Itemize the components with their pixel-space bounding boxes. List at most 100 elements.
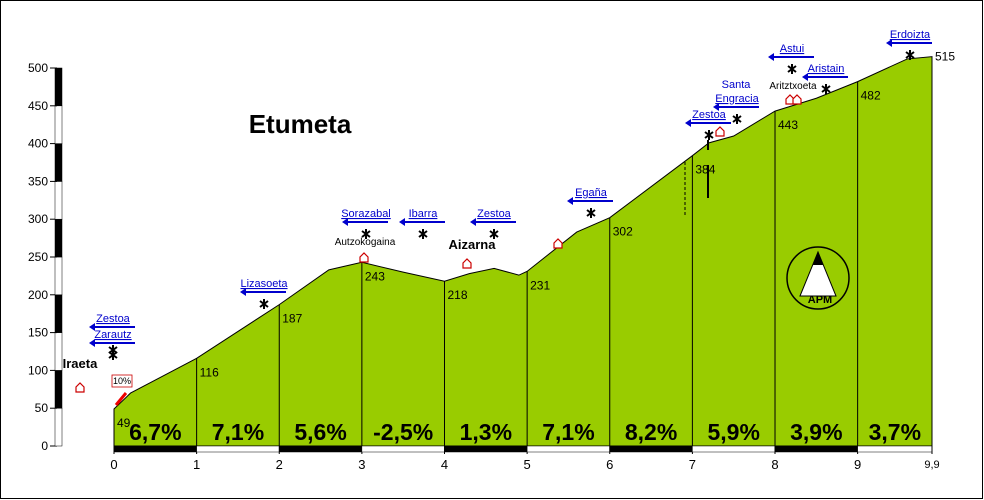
x-axis-band xyxy=(113,445,197,453)
max-gradient-mark xyxy=(114,392,128,406)
x-axis-band xyxy=(526,445,611,453)
y-axis-band xyxy=(54,256,63,296)
segment-gradient: 5,6% xyxy=(294,419,346,445)
junction-star xyxy=(732,115,742,123)
value-label: 218 xyxy=(448,288,468,302)
x-tick-label: 1 xyxy=(193,457,200,472)
x-tick-label: 9 xyxy=(854,457,861,472)
y-tick-label: 400 xyxy=(28,137,48,151)
gradient-box xyxy=(111,374,133,388)
x-axis-band xyxy=(279,445,363,453)
sign-arrowhead xyxy=(567,197,573,205)
sign-arrowhead xyxy=(802,73,808,81)
segment-gradient: 1,3% xyxy=(460,419,512,445)
junction-star xyxy=(489,230,499,238)
sign-arrowhead xyxy=(399,218,405,226)
segment-gradient: 3,7% xyxy=(869,419,921,445)
y-tick-label: 300 xyxy=(28,212,48,226)
place-sign: Aristain xyxy=(808,63,845,75)
place-sign: Sorazabal xyxy=(341,208,391,220)
junction-star xyxy=(821,85,831,93)
y-axis-band xyxy=(54,181,63,220)
x-axis-band xyxy=(857,445,933,453)
junction-star xyxy=(787,65,797,73)
y-axis-band xyxy=(54,143,63,182)
x-tick-label: 8 xyxy=(771,457,778,472)
segment-gradient: 6,7% xyxy=(129,419,181,445)
x-axis-band xyxy=(361,445,445,453)
place-sign: Astui xyxy=(780,43,804,55)
logo-mountain xyxy=(799,250,837,297)
y-tick-label: 350 xyxy=(28,174,48,188)
value-label: 443 xyxy=(778,118,798,132)
segment-gradient: 5,9% xyxy=(707,419,759,445)
segment-gradient: -2,5% xyxy=(373,419,433,445)
x-tick-label: 7 xyxy=(689,457,696,472)
junction-star xyxy=(361,230,371,238)
place-sign: Lizasoeta xyxy=(240,278,288,290)
house-icon xyxy=(553,238,563,249)
junction-star xyxy=(586,209,596,217)
place-sign: Zestoa xyxy=(96,313,131,325)
place-sign: Zestoa xyxy=(692,109,727,121)
y-axis-band xyxy=(54,370,63,409)
place-sign: Engracia xyxy=(715,93,759,105)
junction-star xyxy=(905,51,915,59)
sign-arrowhead xyxy=(886,39,892,47)
sign-arrowhead xyxy=(89,339,95,347)
y-tick-label: 200 xyxy=(28,288,48,302)
y-axis-band xyxy=(54,407,63,447)
y-axis-band xyxy=(54,67,63,107)
value-label: 187 xyxy=(282,312,302,326)
house-icon xyxy=(792,94,802,105)
chart-title: Etumeta xyxy=(249,109,352,139)
junction-star xyxy=(259,300,269,308)
junction-star xyxy=(108,346,118,354)
y-tick-label: 150 xyxy=(28,326,48,340)
place-sign: Erdoizta xyxy=(890,29,931,41)
value-label: 384 xyxy=(695,163,715,177)
x-tick-label: 0 xyxy=(110,457,117,472)
segment-gradient: 8,2% xyxy=(625,419,677,445)
x-axis-band xyxy=(444,445,528,453)
x-tick-label: 2 xyxy=(276,457,283,472)
place-name: Aritztxoeta xyxy=(769,81,817,92)
sign-arrowhead xyxy=(342,218,348,226)
place-sign: Egaña xyxy=(575,187,608,199)
y-tick-label: 100 xyxy=(28,363,48,377)
y-tick-label: 0 xyxy=(41,439,48,453)
place-sign: Zarautz xyxy=(94,329,131,341)
place-sign: Santa xyxy=(722,79,752,91)
x-tick-label: 3 xyxy=(358,457,365,472)
value-label: 515 xyxy=(935,50,955,64)
y-tick-label: 450 xyxy=(28,99,48,113)
y-tick-label: 250 xyxy=(28,250,48,264)
value-label: 243 xyxy=(365,269,385,283)
place-name: Autzokogaina xyxy=(335,237,396,248)
logo-peak xyxy=(813,252,823,265)
x-axis-band xyxy=(196,445,280,453)
x-axis-band xyxy=(774,445,858,453)
logo xyxy=(786,246,850,310)
sign-arrowhead xyxy=(768,53,774,61)
place-name: Iraeta xyxy=(63,356,98,371)
sign-arrowhead xyxy=(240,288,246,296)
x-tick-label: 5 xyxy=(524,457,531,472)
place-name: Aizarna xyxy=(449,237,497,252)
value-label: 116 xyxy=(200,365,219,379)
house-icon xyxy=(462,258,472,269)
logo-text: APM xyxy=(808,294,832,306)
value-label: 302 xyxy=(613,225,633,239)
y-axis-band xyxy=(54,294,63,333)
sign-arrowhead xyxy=(685,119,691,127)
y-axis-band xyxy=(54,218,63,258)
x-tick-label: 6 xyxy=(606,457,613,472)
profile-area xyxy=(113,56,933,447)
segment-gradient: 3,9% xyxy=(790,419,842,445)
segment-gradient: 7,1% xyxy=(212,419,264,445)
junction-star xyxy=(418,230,428,238)
house-icon xyxy=(715,126,725,137)
y-tick-label: 50 xyxy=(35,401,49,415)
x-axis-band xyxy=(692,445,776,453)
junction-star xyxy=(704,131,714,139)
